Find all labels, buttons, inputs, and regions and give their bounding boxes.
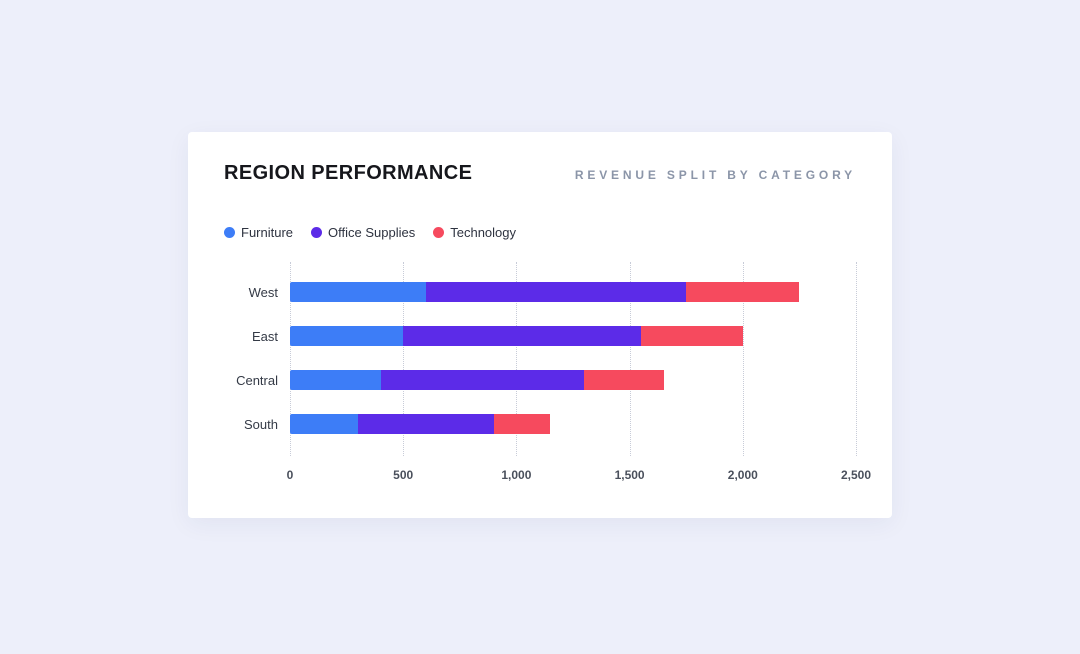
x-tick-label: 0 [286,468,294,482]
bar-rows: West East Central South [224,262,856,456]
bar-row: East [224,314,856,358]
bar-segment-office-supplies [425,282,687,302]
bar-segment-furniture [290,414,358,434]
bar-segment-technology [686,282,800,302]
bar-track [290,370,856,390]
card-title: REGION PERFORMANCE [224,162,473,184]
bar-segment-office-supplies [357,414,494,434]
legend-item: Office Supplies [311,225,415,240]
bar-label: Central [236,372,278,388]
gridline [856,262,857,456]
legend-item: Technology [433,225,516,240]
chart-legend: Furniture Office Supplies Technology [224,225,856,240]
x-tick-label: 1,500 [614,468,645,482]
legend-label: Office Supplies [328,225,416,240]
bar-label: West [248,284,278,300]
x-tick-label: 2,000 [727,468,758,482]
bar-segment-furniture [290,326,404,346]
bar-row: Central [224,358,856,402]
legend-item: Furniture [224,225,293,240]
card-header: REGION PERFORMANCE REVENUE SPLIT BY CATE… [224,162,856,185]
legend-dot-icon [433,227,445,238]
bar-segment-technology [584,370,664,390]
bar-segment-furniture [290,282,426,302]
bar-segment-office-supplies [403,326,641,346]
bar-segment-technology [493,414,551,434]
legend-dot-icon [224,227,235,238]
legend-dot-icon [311,227,323,238]
x-axis: 0 500 1,000 1,500 2,000 2,500 [224,456,871,482]
bar-row: West [224,270,856,314]
bar-segment-technology [640,326,743,346]
bar-segment-furniture [290,370,381,390]
bar-label: South [244,416,278,432]
x-tick-label: 500 [393,468,414,482]
card-subtitle: REVENUE SPLIT BY CATEGORY [574,168,856,182]
stacked-bar-chart: West East Central South 0 500 1,000 1,500 2,000… [224,262,871,482]
bar-label: East [251,328,278,344]
bar-track [290,282,856,302]
bar-track [290,326,856,346]
bar-segment-office-supplies [380,370,585,390]
x-tick-label: 2,500 [840,468,872,482]
legend-label: Furniture [241,225,294,240]
region-performance-card: REGION PERFORMANCE REVENUE SPLIT BY CATE… [188,132,892,518]
bar-track [290,414,856,434]
x-tick-label: 1,000 [501,468,532,482]
x-ticks: 0 500 1,000 1,500 2,000 2,500 [286,466,871,482]
legend-label: Technology [450,225,517,240]
bar-row: South [224,402,856,446]
